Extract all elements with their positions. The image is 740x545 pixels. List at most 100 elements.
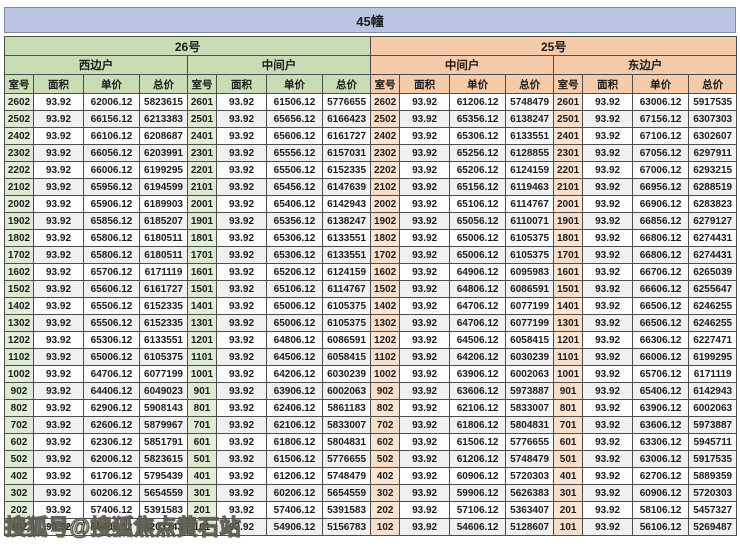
area-cell: 93.92 [582, 518, 634, 536]
col-totalprice-header: 总价 [688, 74, 738, 94]
area-cell: 93.92 [33, 399, 84, 417]
total-price-cell: 6161727 [321, 127, 372, 145]
unit-price-cell: 57106.12 [449, 501, 507, 519]
unit-price-cell: 64906.12 [449, 263, 507, 281]
room-number-cell: 601 [187, 433, 217, 451]
unit-price-cell: 62406.12 [266, 399, 323, 417]
room-number-cell: 2602 [370, 93, 401, 111]
room-number-cell: 1502 [4, 280, 34, 298]
area-cell: 93.92 [582, 263, 634, 281]
room-number-cell: 1401 [187, 297, 217, 315]
area-cell: 93.92 [399, 178, 451, 196]
room-number-cell: 502 [4, 450, 34, 468]
unit-price-cell: 67106.12 [632, 127, 690, 145]
area-cell: 93.92 [33, 365, 84, 383]
unit-price-cell: 55406.12 [83, 518, 140, 536]
unit-price-cell: 61206.12 [449, 450, 507, 468]
room-number-cell: 2501 [553, 110, 584, 128]
room-number-cell: 1701 [553, 246, 584, 264]
unit-price-cell: 62006.12 [83, 450, 140, 468]
unit-price-cell: 66906.12 [632, 195, 690, 213]
unit-price-cell: 60206.12 [83, 484, 140, 502]
room-number-cell: 102 [4, 518, 34, 536]
unit-price-cell: 64706.12 [449, 297, 507, 315]
room-number-cell: 602 [370, 433, 401, 451]
total-price-cell: 6302607 [688, 127, 738, 145]
total-price-cell: 6058415 [505, 331, 555, 349]
room-number-cell: 101 [187, 518, 217, 536]
area-cell: 93.92 [399, 399, 451, 417]
area-cell: 93.92 [33, 314, 84, 332]
room-number-cell: 1601 [553, 263, 584, 281]
room-number-cell: 2602 [4, 93, 34, 111]
room-number-cell: 1301 [553, 314, 584, 332]
unit-price-cell: 65306.12 [266, 246, 323, 264]
unit-price-cell: 65156.12 [449, 178, 507, 196]
room-number-cell: 2001 [553, 195, 584, 213]
area-cell: 93.92 [582, 348, 634, 366]
total-price-cell: 5795439 [139, 467, 188, 485]
area-cell: 93.92 [582, 399, 634, 417]
total-price-cell: 5776655 [321, 450, 372, 468]
total-price-cell: 5889359 [688, 467, 738, 485]
unit-price-cell: 63606.12 [632, 416, 690, 434]
sohu-watermark: 搜狐号@搜狐焦点黄石站 [4, 515, 241, 540]
unit-price-cell: 61506.12 [266, 93, 323, 111]
total-price-cell: 5720303 [505, 467, 555, 485]
total-price-cell: 6133551 [321, 229, 372, 247]
col-room-header: 室号 [553, 74, 584, 94]
total-price-cell: 6142943 [321, 195, 372, 213]
room-number-cell: 1802 [4, 229, 34, 247]
total-price-cell: 5128607 [505, 518, 555, 536]
area-cell: 93.92 [33, 484, 84, 502]
area-cell: 93.92 [582, 93, 634, 111]
table-row: 2502 93.92 66156.12 6213383 2501 93.92 65656.1… [4, 110, 738, 128]
total-price-cell: 5776655 [321, 93, 372, 111]
total-price-cell: 5654559 [139, 484, 188, 502]
area-cell: 93.92 [399, 314, 451, 332]
area-cell: 93.92 [216, 229, 267, 247]
unit-price-cell: 65356.12 [449, 110, 507, 128]
area-cell: 93.92 [216, 314, 267, 332]
table-row: 502 93.92 62006.12 5823615 501 93.92 61506.12 5… [4, 450, 738, 468]
area-cell: 93.92 [399, 195, 451, 213]
area-cell: 93.92 [399, 93, 451, 111]
area-cell: 93.92 [399, 229, 451, 247]
room-number-cell: 902 [370, 382, 401, 400]
room-number-cell: 2102 [4, 178, 34, 196]
table-row: 1002 93.92 64706.12 6077199 1001 93.92 64206.1… [4, 365, 738, 383]
unit-price-cell: 60906.12 [449, 467, 507, 485]
room-number-cell: 1701 [187, 246, 217, 264]
total-price-cell: 6128855 [505, 144, 555, 162]
unit-price-cell: 65356.12 [266, 212, 323, 230]
unit-price-cell: 62006.12 [83, 93, 140, 111]
room-number-cell: 2002 [4, 195, 34, 213]
area-cell: 93.92 [216, 161, 267, 179]
room-number-cell: 1702 [4, 246, 34, 264]
unit-price-cell: 59906.12 [449, 484, 507, 502]
col-area-header: 面积 [582, 74, 634, 94]
area-cell: 93.92 [33, 229, 84, 247]
total-price-cell: 6105375 [505, 246, 555, 264]
total-price-cell: 6030239 [321, 365, 372, 383]
total-price-cell: 6227471 [688, 331, 738, 349]
col-area-header: 面积 [399, 74, 451, 94]
unit-price-cell: 65456.12 [266, 178, 323, 196]
room-number-cell: 2301 [187, 144, 217, 162]
area-cell: 93.92 [582, 161, 634, 179]
unit-price-cell: 66106.12 [83, 127, 140, 145]
unit-price-cell: 66806.12 [632, 246, 690, 264]
room-number-cell: 202 [4, 501, 34, 519]
unit-price-cell: 66306.12 [632, 331, 690, 349]
unit-price-cell: 61506.12 [266, 450, 323, 468]
area-cell: 93.92 [33, 348, 84, 366]
area-cell: 93.92 [399, 331, 451, 349]
total-price-cell: 6297911 [688, 144, 738, 162]
room-number-cell: 2302 [370, 144, 401, 162]
room-number-cell: 1402 [370, 297, 401, 315]
total-price-cell: 6124159 [505, 161, 555, 179]
room-number-cell: 2402 [4, 127, 34, 145]
unit-price-cell: 66006.12 [83, 161, 140, 179]
total-price-cell: 6203991 [139, 144, 188, 162]
unit-price-cell: 61806.12 [266, 433, 323, 451]
